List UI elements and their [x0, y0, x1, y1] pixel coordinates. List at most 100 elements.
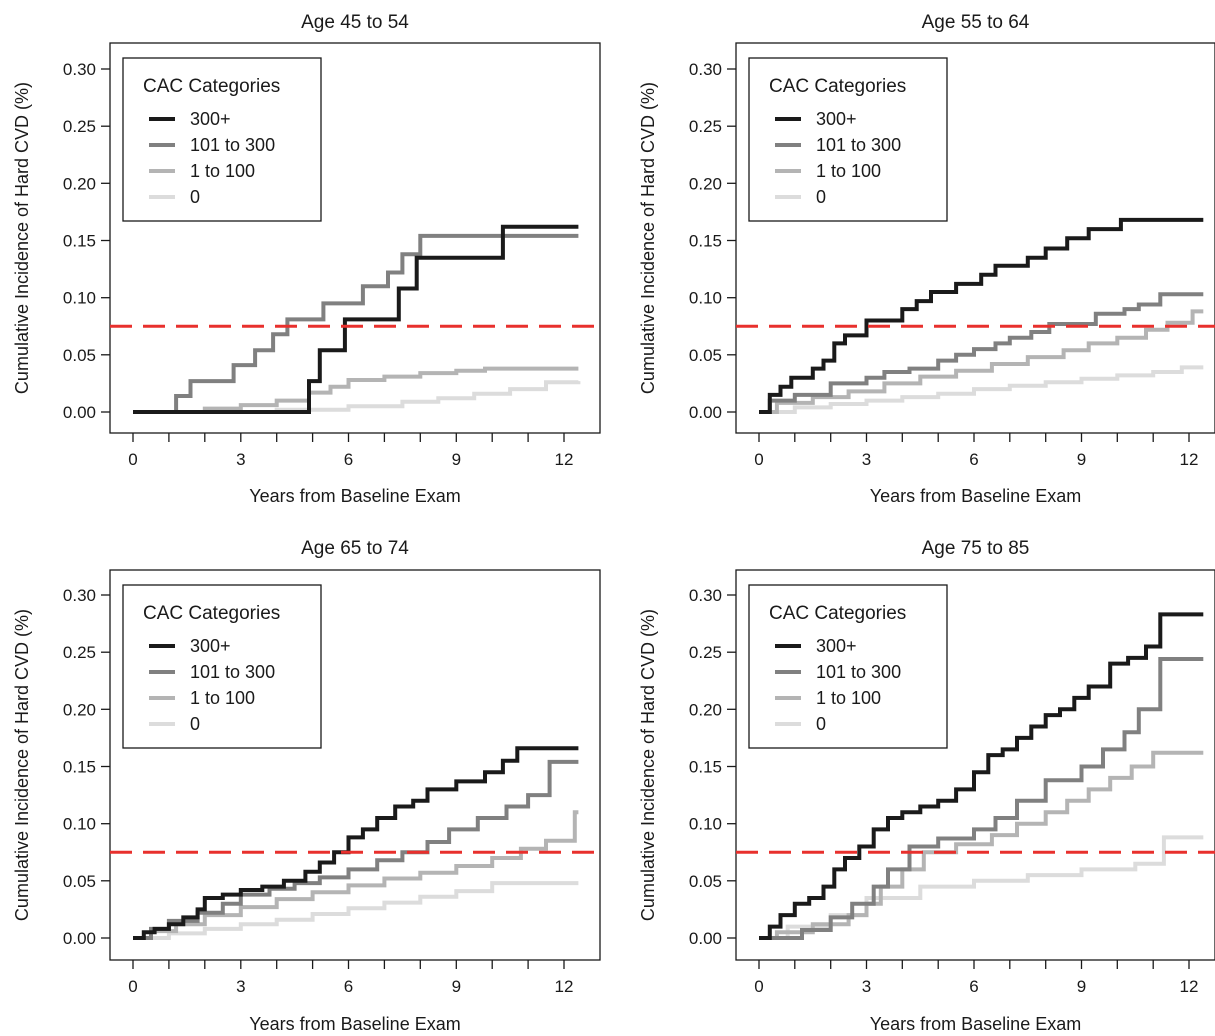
y-tick-label: 0.15	[689, 232, 722, 251]
y-axis-label: Cumulative Incidence of Hard CVD (%)	[12, 82, 32, 394]
y-tick-label: 0.10	[689, 289, 722, 308]
plot-frame	[109, 569, 601, 961]
y-tick-label: 0.30	[689, 60, 722, 79]
x-tick-label: 3	[236, 977, 245, 996]
chart-panel: Age 75 to 85 0.00 0.05 0.10 0.15 0.20 0.25 0.30…	[638, 538, 1215, 1034]
y-tick-label: 0.30	[63, 60, 96, 79]
y-tick-label: 0.10	[63, 815, 96, 834]
legend-entry: 101 to 300	[816, 662, 901, 682]
legend-entry: 300+	[816, 636, 857, 656]
series-line	[759, 365, 1204, 414]
y-tick-label: 0.15	[63, 232, 96, 251]
y-tick-label: 0.25	[689, 117, 722, 136]
x-axis-label: Years from Baseline Exam	[249, 486, 460, 506]
y-tick-label: 0.05	[63, 346, 96, 365]
panel-title: Age 45 to 54	[301, 12, 409, 33]
series-line	[133, 233, 579, 414]
series-line	[133, 759, 579, 940]
legend-entry: 1 to 100	[816, 161, 881, 181]
x-tick-label: 12	[555, 977, 574, 996]
y-tick-label: 0.25	[63, 117, 96, 136]
series-line	[133, 881, 579, 940]
chart-panel: Age 45 to 54 0.00 0.05 0.10 0.15 0.20 0.25 0.30…	[12, 12, 601, 506]
x-tick-label: 6	[969, 450, 978, 469]
y-tick-label: 0.20	[63, 174, 96, 193]
series-line	[759, 309, 1204, 414]
legend-entry: 1 to 100	[190, 688, 255, 708]
legend-title: CAC Categories	[143, 76, 280, 97]
y-tick-label: 0.00	[689, 929, 722, 948]
legend-box	[122, 584, 322, 749]
series-line	[759, 750, 1204, 940]
y-tick-label: 0.05	[63, 872, 96, 891]
y-axis-label: Cumulative Incidence of Hard CVD (%)	[638, 609, 658, 921]
y-tick-label: 0.30	[689, 586, 722, 605]
series-line	[133, 746, 579, 940]
series-line	[759, 217, 1204, 414]
legend-box	[122, 57, 322, 222]
y-tick-label: 0.20	[63, 700, 96, 719]
legend-entry: 0	[190, 187, 200, 207]
y-tick-label: 0.00	[63, 929, 96, 948]
legend-entry: 0	[190, 714, 200, 734]
y-tick-label: 0.00	[689, 403, 722, 422]
series-line	[759, 292, 1204, 414]
y-tick-label: 0.00	[63, 403, 96, 422]
y-tick-label: 0.10	[689, 815, 722, 834]
legend-entry: 1 to 100	[190, 161, 255, 181]
series-line	[759, 612, 1204, 940]
x-tick-label: 6	[344, 450, 353, 469]
panel-title: Age 75 to 85	[922, 538, 1030, 559]
y-tick-label: 0.10	[63, 289, 96, 308]
legend-title: CAC Categories	[769, 76, 906, 97]
series-line	[133, 366, 579, 414]
plot-frame	[109, 42, 601, 434]
chart-panel: Age 65 to 74 0.00 0.05 0.10 0.15 0.20 0.25 0.30…	[12, 538, 601, 1034]
x-tick-label: 9	[452, 977, 461, 996]
legend-entry: 300+	[190, 109, 231, 129]
x-tick-label: 6	[344, 977, 353, 996]
x-tick-label: 9	[452, 450, 461, 469]
legend-entry: 300+	[190, 636, 231, 656]
x-axis-label: Years from Baseline Exam	[249, 1014, 460, 1034]
legend-title: CAC Categories	[143, 603, 280, 624]
legend-box	[748, 57, 948, 222]
y-axis-label: Cumulative Incidence of Hard CVD (%)	[638, 82, 658, 394]
x-tick-label: 3	[862, 450, 871, 469]
y-tick-label: 0.15	[63, 758, 96, 777]
x-axis-label: Years from Baseline Exam	[870, 486, 1081, 506]
plot-frame	[735, 569, 1215, 961]
x-tick-label: 12	[1180, 977, 1199, 996]
series-line	[133, 224, 579, 414]
x-tick-label: 0	[754, 450, 763, 469]
legend-title: CAC Categories	[769, 603, 906, 624]
y-axis-label: Cumulative Incidence of Hard CVD (%)	[12, 609, 32, 921]
x-tick-label: 9	[1077, 450, 1086, 469]
y-tick-label: 0.20	[689, 174, 722, 193]
x-tick-label: 12	[555, 450, 574, 469]
x-tick-label: 6	[969, 977, 978, 996]
legend-box	[748, 584, 948, 749]
plot-frame	[735, 42, 1215, 434]
series-line	[133, 380, 581, 414]
legend-entry: 101 to 300	[190, 662, 275, 682]
y-tick-label: 0.25	[63, 643, 96, 662]
panel-title: Age 55 to 64	[922, 12, 1030, 33]
legend-entry: 300+	[816, 109, 857, 129]
y-tick-label: 0.05	[689, 346, 722, 365]
series-line	[759, 657, 1204, 940]
y-tick-label: 0.25	[689, 643, 722, 662]
series-line	[133, 810, 579, 940]
y-tick-label: 0.05	[689, 872, 722, 891]
x-tick-label: 0	[128, 977, 137, 996]
y-tick-label: 0.15	[689, 758, 722, 777]
x-tick-label: 12	[1180, 450, 1199, 469]
x-axis-label: Years from Baseline Exam	[870, 1014, 1081, 1034]
x-tick-label: 0	[128, 450, 137, 469]
panel-title: Age 65 to 74	[301, 538, 409, 559]
x-tick-label: 3	[236, 450, 245, 469]
x-tick-label: 0	[754, 977, 763, 996]
x-tick-label: 9	[1077, 977, 1086, 996]
y-tick-label: 0.20	[689, 700, 722, 719]
